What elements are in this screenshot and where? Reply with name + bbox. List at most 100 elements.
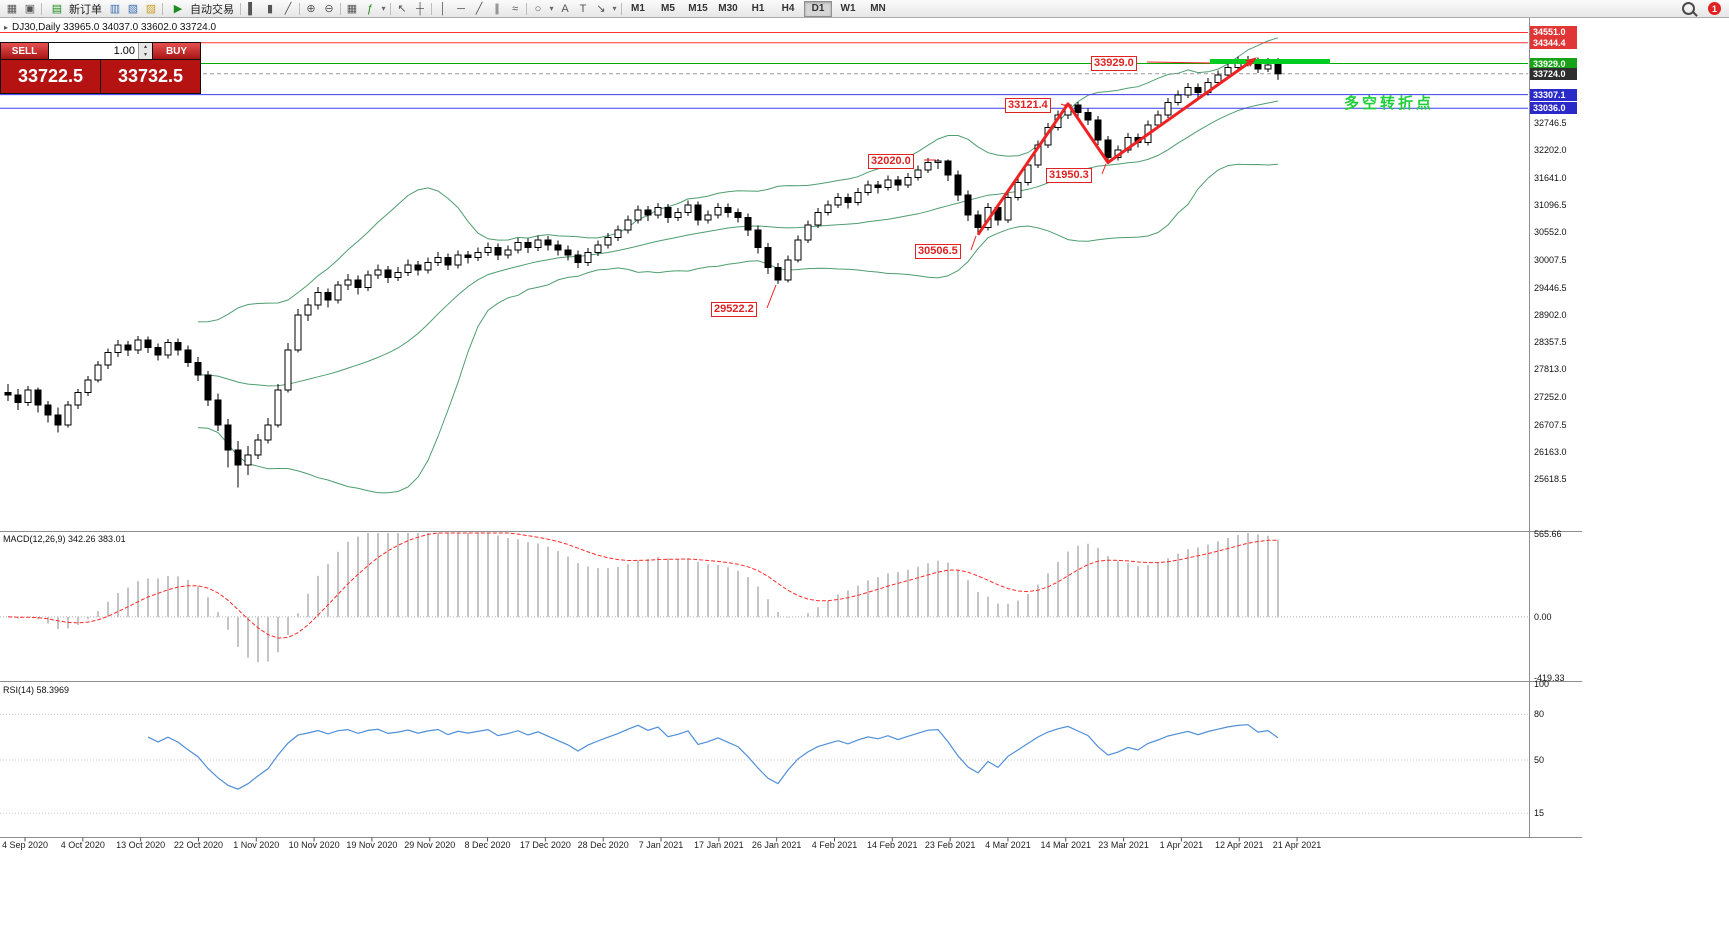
turning-point-note[interactable]: 多空转折点 [1344,95,1435,112]
date-label[interactable]: 1 Nov 2020 [233,840,280,850]
date-label[interactable]: 17 Dec 2020 [519,840,571,850]
chart-window-icon[interactable]: ▦ [6,3,18,15]
toolbar-separator [240,2,241,15]
date-label[interactable]: 23 Mar 2021 [1098,840,1149,850]
arrows-dropdown-icon[interactable]: ▾ [612,4,617,13]
sell-price[interactable]: 33722.5 [1,60,100,93]
zoom-out-icon[interactable]: ⊖ [324,3,334,15]
price-annotation-32020.0[interactable]: 32020.0 [868,154,914,169]
volume-value[interactable]: 1.00 [113,45,135,57]
date-label[interactable]: 22 Oct 2020 [173,840,223,850]
chart-ohlc-title: DJ30,Daily 33965.0 34037.0 33602.0 33724… [12,22,217,33]
timeframe-button-H4[interactable]: H4 [781,3,795,14]
price-axis-label: 25618.5 [1534,474,1567,485]
price-annotation-33929.0[interactable]: 33929.0 [1091,56,1137,71]
horizontal-line-icon[interactable]: ─ [457,2,465,15]
market-watch-icon[interactable]: ▥ [109,3,121,15]
price-axis-label: 26707.5 [1534,419,1567,430]
date-label[interactable]: 14 Mar 2021 [1040,840,1092,850]
date-label[interactable]: 4 Mar 2021 [985,840,1031,850]
timeframe-button-H1[interactable]: H1 [751,3,765,14]
date-label[interactable]: 17 Jan 2021 [694,840,744,850]
timeframe-button-M15[interactable]: M15 [688,3,708,14]
volume-stepper[interactable]: ▴ ▾ [138,43,152,59]
crosshair-icon[interactable]: ┼ [416,2,424,15]
data-window-icon[interactable]: ▧ [127,3,139,15]
date-label[interactable]: 12 Apr 2021 [1214,840,1264,850]
timeframe-button-W1[interactable]: W1 [840,3,856,14]
text-icon[interactable]: A [561,2,569,15]
trendline-icon[interactable]: ╱ [475,3,483,15]
notification-badge[interactable]: 1 [1708,2,1721,15]
price-axis-label: 32746.5 [1534,117,1567,128]
profile-icon[interactable]: ▣ [24,3,36,15]
price-annotation-29522.2[interactable]: 29522.2 [711,302,757,317]
fibonacci-icon[interactable]: ≈ [511,2,519,15]
timeframe-button-M30[interactable]: M30 [718,3,738,14]
date-label[interactable]: 28 Dec 2020 [577,840,629,850]
one-click-trading-panel[interactable]: SELL 1.00 ▴ ▾ BUY 33722.5 33732.5 [0,42,201,94]
cursor-icon[interactable]: ↖ [397,3,407,15]
timeframe-button-D1[interactable]: D1 [804,0,832,17]
sell-button[interactable]: SELL [1,43,48,59]
candlestick-chart-type-icon[interactable]: ▮ [266,3,274,15]
rsi-scale-label: 50 [1534,755,1545,765]
volume-down-icon[interactable]: ▾ [139,51,152,59]
timeframe-button-MN[interactable]: MN [870,3,886,14]
shapes-icon[interactable]: ○ [534,2,542,15]
price-axis-label: 30007.5 [1534,254,1567,265]
chart-title: ▸ DJ30,Daily 33965.0 34037.0 33602.0 337… [4,22,216,33]
price-annotation-31950.3[interactable]: 31950.3 [1046,168,1092,183]
date-label[interactable]: 23 Feb 2021 [924,840,976,850]
indicators-dropdown-icon[interactable]: ▾ [381,4,386,13]
date-label[interactable]: 1 Apr 2021 [1159,840,1204,850]
bar-chart-type-icon[interactable]: ▌ [248,2,256,15]
tile-windows-icon[interactable]: ▦ [346,3,358,15]
price-chart-canvas[interactable] [0,18,1729,942]
timeframe-group: M1 M5 M15 M30 H1 H4 D1 W1 MN [624,0,892,17]
date-label[interactable]: 4 Feb 2021 [811,840,858,850]
date-label[interactable]: 29 Nov 2020 [404,840,456,850]
date-label[interactable]: 4 Sep 2020 [1,840,49,850]
toolbar-separator [526,2,527,15]
search-icon[interactable] [1682,2,1695,15]
new-order-icon: ▤ [51,3,63,15]
macd-scale-label: 565.66 [1534,529,1562,539]
text-label-icon[interactable]: T [579,2,587,15]
shapes-dropdown-icon[interactable]: ▾ [549,4,554,13]
date-label[interactable]: 8 Dec 2020 [464,840,511,850]
date-label[interactable]: 4 Oct 2020 [60,840,105,850]
price-axis-label: 29446.5 [1534,282,1567,293]
volume-field[interactable]: 1.00 ▴ ▾ [49,43,152,59]
zoom-in-icon[interactable]: ⊕ [306,3,316,15]
date-label[interactable]: 19 Nov 2020 [346,840,398,850]
price-annotation-30506.5[interactable]: 30506.5 [915,244,961,259]
date-label[interactable]: 13 Oct 2020 [116,840,166,850]
line-chart-type-icon[interactable]: ╱ [284,3,292,15]
date-label[interactable]: 26 Jan 2021 [751,840,802,850]
price-annotation-33121.4[interactable]: 33121.4 [1005,98,1051,113]
auto-trading-label: 自动交易 [190,3,234,16]
arrows-icon[interactable]: ↘ [596,3,606,15]
price-axis-label: 27813.0 [1534,364,1567,375]
auto-trading-button[interactable]: ▶ 自动交易 [165,1,238,17]
channel-icon[interactable]: ∥ [494,3,500,15]
new-order-button[interactable]: ▤ 新订单 [44,1,106,17]
indicators-icon[interactable]: ƒ [366,2,374,15]
date-label[interactable]: 21 Apr 2021 [1272,840,1322,850]
date-label[interactable]: 10 Nov 2020 [288,840,340,850]
price-axis-label: 32202.0 [1534,144,1567,155]
price-tag-34344.4: 34344.4 [1530,36,1577,49]
price-axis-label: 30552.0 [1534,227,1567,238]
navigator-icon[interactable]: ▨ [145,3,157,15]
rsi-scale-label: 100 [1534,679,1550,689]
timeframe-button-M1[interactable]: M1 [631,3,645,14]
chart-window[interactable]: ▸ DJ30,Daily 33965.0 34037.0 33602.0 337… [0,18,1729,942]
timeframe-button-M5[interactable]: M5 [661,3,675,14]
date-label[interactable]: 14 Feb 2021 [867,840,918,850]
volume-up-icon[interactable]: ▴ [139,43,152,51]
buy-button[interactable]: BUY [153,43,200,59]
buy-price[interactable]: 33732.5 [101,60,200,93]
vertical-line-icon[interactable]: │ [439,2,447,15]
date-label[interactable]: 7 Jan 2021 [638,840,684,850]
